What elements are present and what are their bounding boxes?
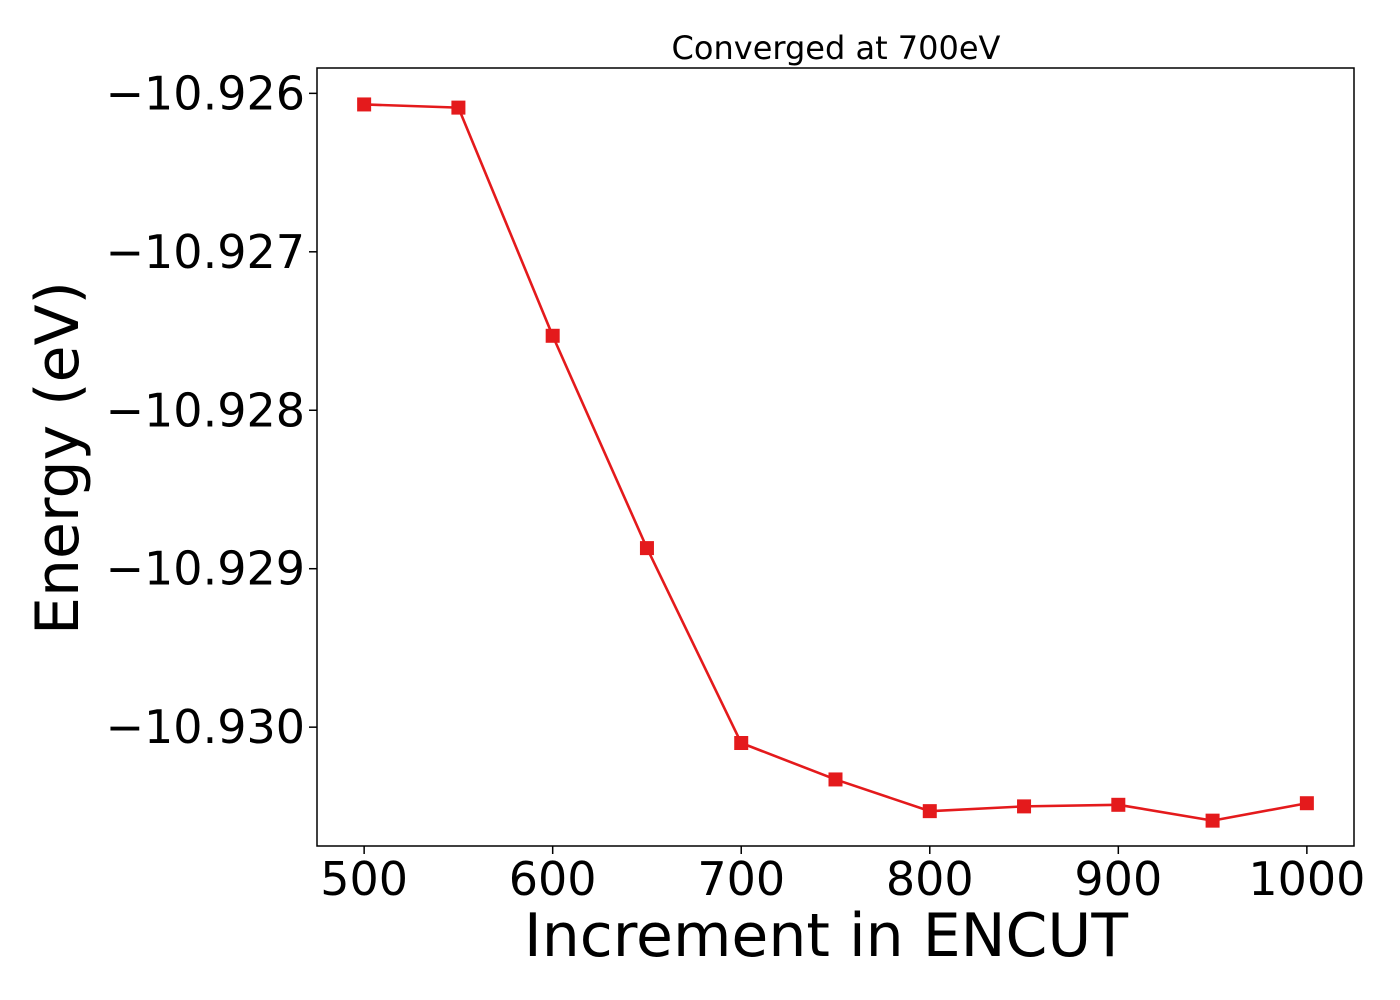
data-point-marker: [1299, 796, 1314, 811]
data-point-marker: [828, 772, 843, 787]
y-tick-label: −10.927: [106, 225, 306, 279]
y-axis-ticks: −10.926 −10.927 −10.928 −10.929 −10.930: [106, 66, 317, 754]
data-point-marker: [922, 804, 937, 819]
series-line: [364, 103, 1308, 822]
data-point-marker: [639, 541, 654, 556]
data-point-marker: [357, 97, 372, 112]
x-tick-label: 800: [886, 852, 974, 906]
x-tick-label: 600: [509, 852, 597, 906]
data-point-marker: [451, 100, 466, 115]
chart-title: Converged at 700eV: [672, 29, 1001, 67]
y-axis-label: Energy (eV): [23, 281, 93, 635]
x-tick-label: 500: [320, 852, 408, 906]
data-point-marker: [1111, 797, 1126, 812]
x-tick-label: 700: [697, 852, 785, 906]
y-tick-label: −10.926: [106, 66, 306, 120]
x-tick-label: 1000: [1248, 852, 1365, 906]
plot-area-frame: [316, 67, 1355, 847]
data-point-marker: [545, 328, 560, 343]
data-point-marker: [1017, 799, 1032, 814]
data-point-marker: [1205, 813, 1220, 828]
y-tick-label: −10.929: [106, 542, 306, 596]
x-axis-ticks: 500 600 700 800 900 1000: [320, 846, 1365, 906]
x-axis-label: Increment in ENCUT: [524, 901, 1128, 971]
series-group: [357, 97, 1314, 828]
y-tick-label: −10.930: [106, 700, 306, 754]
y-tick-label: −10.928: [106, 383, 306, 437]
data-point-marker: [734, 736, 749, 751]
x-tick-label: 900: [1074, 852, 1162, 906]
